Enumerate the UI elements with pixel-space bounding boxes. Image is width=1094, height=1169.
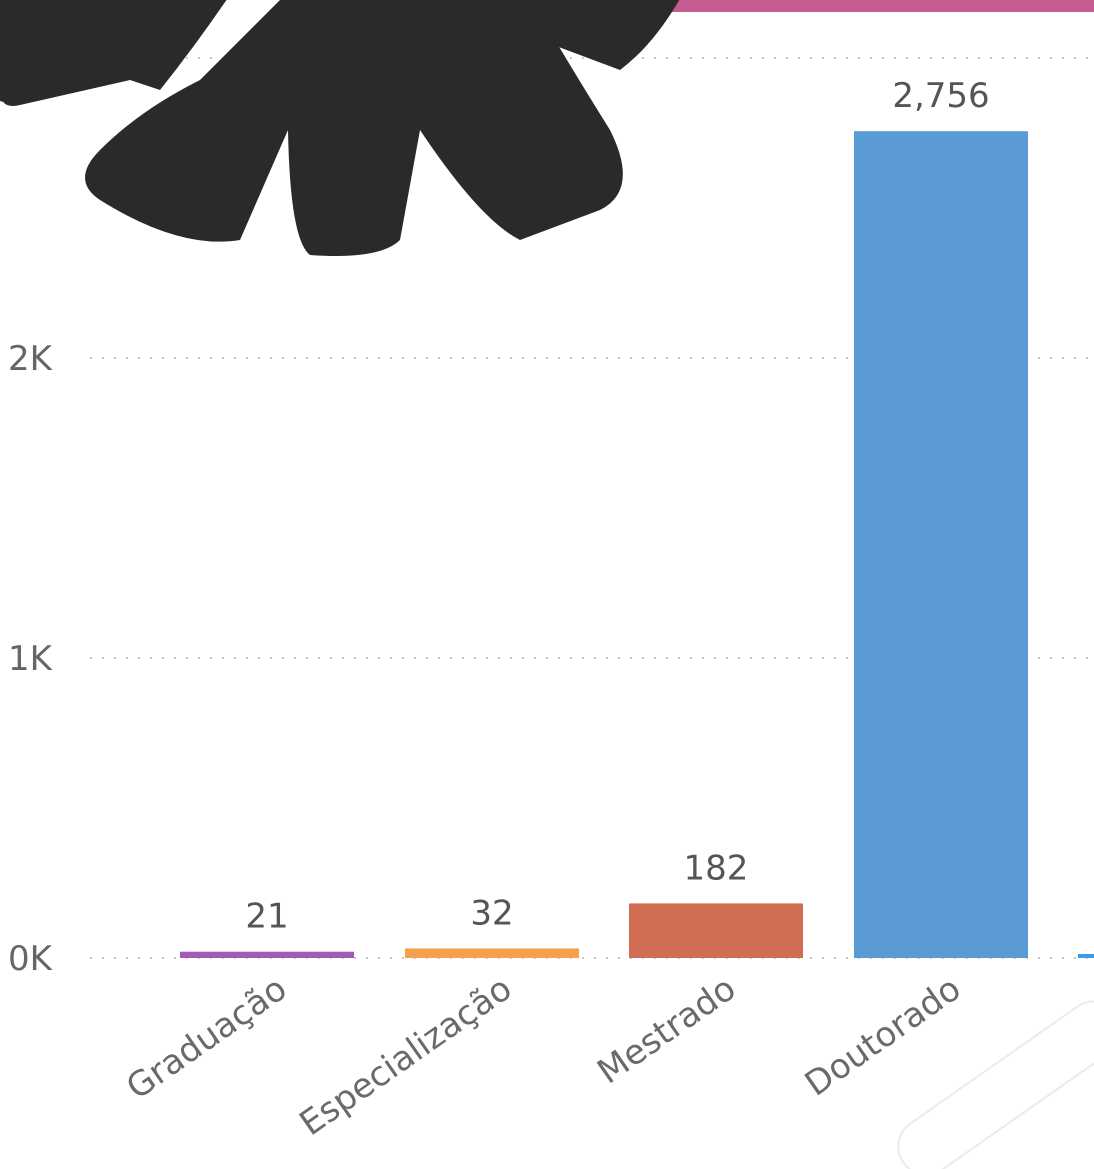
x-tick-label: Especialização	[293, 969, 520, 1144]
bar-doutorado[interactable]	[854, 131, 1028, 958]
y-tick-label: 2K	[8, 339, 54, 379]
x-tick-label: Graduação	[119, 969, 294, 1108]
data-labels: 21 32 182 2,756	[245, 76, 989, 937]
data-label: 2,756	[892, 76, 989, 116]
data-label: 182	[684, 848, 749, 888]
bar-especialização[interactable]	[405, 948, 579, 958]
bar-graduação[interactable]	[180, 951, 354, 958]
bars	[180, 131, 1094, 958]
x-tick-label: Mestrado	[590, 969, 743, 1093]
y-tick-label: 0K	[8, 939, 54, 979]
data-label: 32	[470, 893, 513, 933]
decorative-pill	[897, 1000, 1094, 1169]
decorative-flower-icon	[0, 0, 680, 256]
data-label: 21	[245, 897, 288, 937]
y-tick-label: 1K	[8, 639, 54, 679]
bar-mestrado[interactable]	[629, 903, 803, 958]
y-axis: 0K 1K 2K	[8, 339, 54, 979]
x-tick-label: Doutorado	[798, 969, 968, 1105]
bar-partial[interactable]	[1078, 954, 1094, 958]
